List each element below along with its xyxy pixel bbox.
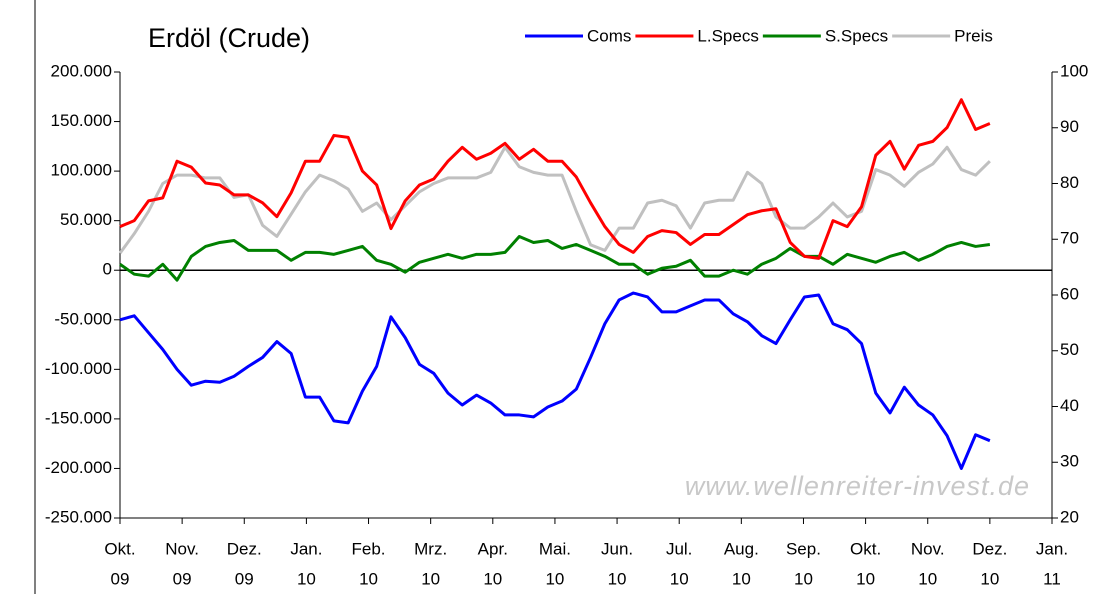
chart-title: Erdöl (Crude) [148, 23, 310, 53]
x-tick-label: Jan. [1036, 539, 1068, 558]
y-tick-label: -50.000 [54, 309, 112, 328]
x-tick-label: Mai. [539, 539, 571, 558]
x-tick-label: 11 [1043, 569, 1061, 588]
y-tick-label: 50.000 [60, 210, 112, 229]
x-tick-label: Sep. [786, 539, 821, 558]
y2-tick-label: 20 [1060, 507, 1079, 526]
x-tick-label: 10 [918, 569, 937, 588]
legend-label: Preis [954, 26, 993, 45]
x-tick-label: Apr. [478, 539, 508, 558]
x-tick-label: Jul. [666, 539, 692, 558]
x-tick-label: 10 [421, 569, 440, 588]
x-tick-label: 10 [980, 569, 999, 588]
x-tick-label: 10 [856, 569, 875, 588]
x-tick-label: 09 [173, 569, 192, 588]
y-tick-label: -150.000 [45, 408, 112, 427]
x-tick-label: 10 [732, 569, 751, 588]
y-tick-label: 100.000 [51, 161, 112, 180]
x-tick-label: Mrz. [414, 539, 447, 558]
legend-label: L.Specs [697, 26, 758, 45]
x-tick-label: Feb. [352, 539, 386, 558]
x-tick-label: 10 [297, 569, 316, 588]
watermark: www.wellenreiter-invest.de [685, 471, 1030, 501]
y2-tick-label: 80 [1060, 173, 1079, 192]
series-line [118, 145, 991, 255]
x-tick-label: Aug. [724, 539, 759, 558]
x-tick-label: Okt. [104, 539, 135, 558]
y2-tick-label: 100 [1060, 61, 1088, 80]
x-tick-label: 10 [670, 569, 689, 588]
y2-tick-label: 90 [1060, 117, 1079, 136]
y-tick-label: 150.000 [51, 111, 112, 130]
y2-tick-label: 40 [1060, 396, 1079, 415]
x-tick-label: Dez. [227, 539, 262, 558]
x-tick-label: 10 [545, 569, 564, 588]
y2-tick-label: 70 [1060, 229, 1079, 248]
x-tick-label: 09 [111, 569, 130, 588]
x-tick-label: 10 [483, 569, 502, 588]
series-line [119, 291, 991, 470]
x-tick-label: 10 [608, 569, 627, 588]
legend-label: S.Specs [825, 26, 888, 45]
y2-tick-label: 50 [1060, 340, 1079, 359]
series-line [119, 98, 991, 260]
y2-tick-label: 30 [1060, 452, 1079, 471]
y-tick-label: -200.000 [45, 458, 112, 477]
x-tick-label: Dez. [972, 539, 1007, 558]
x-tick-label: Jun. [601, 539, 633, 558]
y-tick-label: -100.000 [45, 359, 112, 378]
x-tick-label: Jan. [290, 539, 322, 558]
legend-label: Coms [587, 26, 631, 45]
series-line [119, 235, 991, 282]
y2-tick-label: 60 [1060, 284, 1079, 303]
x-tick-label: 09 [235, 569, 254, 588]
y-tick-label: 200.000 [51, 61, 112, 80]
x-tick-label: Okt. [850, 539, 881, 558]
x-tick-label: 10 [359, 569, 378, 588]
x-tick-label: Nov. [911, 539, 945, 558]
y-tick-label: -250.000 [45, 507, 112, 526]
y-tick-label: 0 [103, 260, 112, 279]
x-tick-label: Nov. [165, 539, 199, 558]
x-tick-label: 10 [794, 569, 813, 588]
